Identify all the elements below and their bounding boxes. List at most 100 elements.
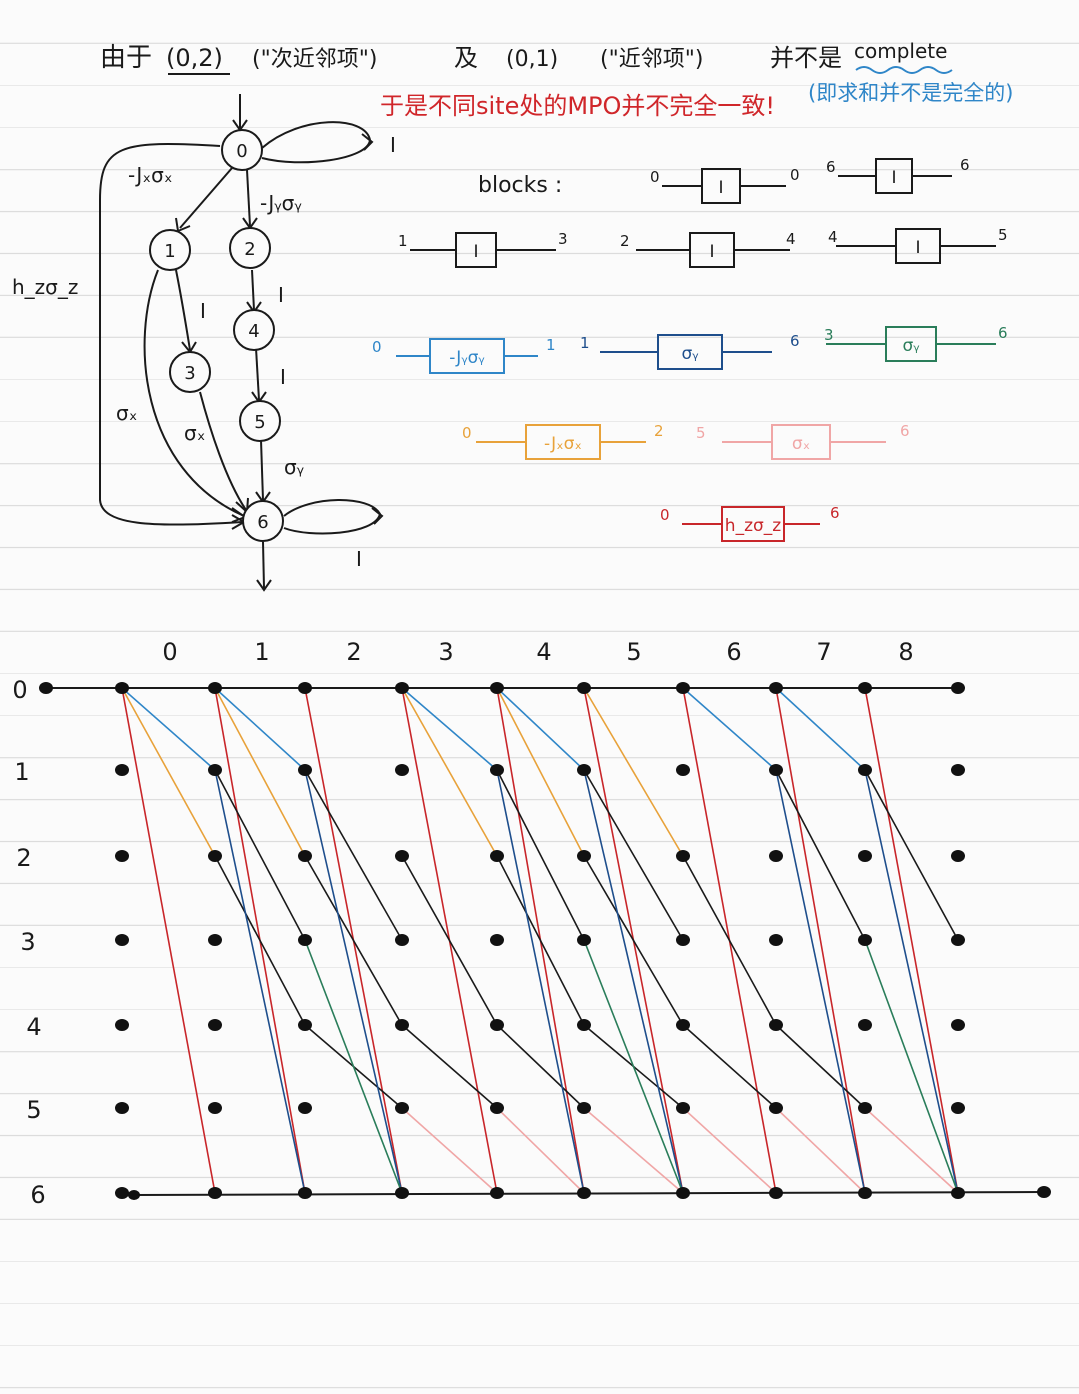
block-0: 0 I 0 xyxy=(650,166,800,204)
header-mid: 及 xyxy=(454,44,478,72)
block-operator-label: I xyxy=(718,178,723,198)
fsm-node-label-0: 0 xyxy=(236,141,247,162)
lattice-dot xyxy=(577,682,591,694)
block-2: 1 I 3 xyxy=(398,230,568,268)
lattice-dot xyxy=(395,764,409,776)
block-operator-label: I xyxy=(891,168,896,188)
label-loop-6: I xyxy=(356,547,362,571)
lattice-dot xyxy=(298,850,312,862)
lattice-dot xyxy=(951,1102,965,1114)
edge-black-4-5 xyxy=(401,1024,498,1109)
lattice-dot xyxy=(577,934,591,946)
edge-blue-0-1 xyxy=(214,687,306,771)
lattice-dot xyxy=(769,1187,783,1199)
block-5: 0 -Jᵧσᵧ 1 xyxy=(372,336,556,374)
edge-navy-1-6 xyxy=(583,769,684,1194)
lattice-dot xyxy=(951,1019,965,1031)
edge-black-1-3 xyxy=(583,769,684,941)
fsm-diagram xyxy=(99,94,384,592)
edge-blue-0-1 xyxy=(401,687,498,771)
block-left-index: 3 xyxy=(824,326,834,344)
fsm-node-2 xyxy=(229,227,271,269)
lattice-dot xyxy=(395,1019,409,1031)
block-left-index: 0 xyxy=(462,424,472,442)
label-edge-3-6: σₓ xyxy=(184,421,206,445)
fsm-edge-5-6 xyxy=(260,439,264,501)
row-label-2: 2 xyxy=(16,844,31,872)
block-4: 4 I 5 xyxy=(828,226,1008,264)
lattice-dot xyxy=(769,1102,783,1114)
label-edge-5-6: σᵧ xyxy=(284,455,305,479)
edge-green-3-6 xyxy=(583,939,684,1194)
header-pair2: (0,1) xyxy=(506,47,558,72)
lattice-dot xyxy=(395,850,409,862)
lattice-dot xyxy=(676,934,690,946)
fsm-edge-0-2 xyxy=(246,169,251,227)
lattice-dot xyxy=(676,850,690,862)
edge-red-0-6 xyxy=(121,687,216,1194)
fsm-edge-4-5 xyxy=(255,347,260,401)
lattice-dot xyxy=(395,1102,409,1114)
arrowhead xyxy=(371,507,384,525)
lattice-dot xyxy=(769,934,783,946)
lattice-dot xyxy=(858,934,872,946)
label-edge-1-3: I xyxy=(200,299,206,323)
fsm-node-label-4: 4 xyxy=(248,321,259,342)
label-edge-1-6: σₓ xyxy=(116,401,138,425)
lattice-dot xyxy=(298,934,312,946)
lattice-dot xyxy=(577,1102,591,1114)
lattice-dot xyxy=(951,934,965,946)
edge-black-1-3 xyxy=(496,769,585,941)
lattice-dot xyxy=(769,1019,783,1031)
edge-black-4-5 xyxy=(496,1024,585,1109)
lattice-dot xyxy=(298,1187,312,1199)
block-right-index: 4 xyxy=(786,230,796,248)
column-label-0: 0 xyxy=(162,638,177,666)
edge-black-1-3 xyxy=(864,769,959,941)
edge-blue-0-1 xyxy=(496,687,585,771)
block-right-index: 6 xyxy=(998,324,1008,342)
block-left-index: 5 xyxy=(696,424,706,442)
edge-black-1-3 xyxy=(775,769,866,941)
block-right-index: 3 xyxy=(558,230,568,248)
lattice-dot xyxy=(298,764,312,776)
fsm-node-4 xyxy=(233,309,275,351)
label-edge-0-1: -Jₓσₓ xyxy=(128,163,173,187)
edge-pink-5-6 xyxy=(864,1107,959,1194)
row-label-1: 1 xyxy=(14,758,29,786)
edge-navy-1-6 xyxy=(775,769,866,1194)
block-left-index: 2 xyxy=(620,232,630,250)
fsm-node-6 xyxy=(242,500,284,542)
edge-pink-5-6 xyxy=(682,1107,777,1194)
edge-orange-0-2 xyxy=(583,687,684,857)
column-label-5: 5 xyxy=(626,638,641,666)
block-operator-label: I xyxy=(709,242,714,262)
lattice-dot xyxy=(577,764,591,776)
label-loop-0: I xyxy=(390,133,396,157)
block-left-index: 0 xyxy=(660,506,670,524)
edge-black-2-4 xyxy=(682,855,777,1026)
block-10: 0 h_zσ_z 6 xyxy=(660,504,840,542)
lattice-dot-left-boundary xyxy=(39,682,53,694)
block-operator-label: σᵧ xyxy=(902,336,920,356)
arrowhead xyxy=(361,133,374,151)
lattice-dot xyxy=(208,1102,222,1114)
edge-orange-0-2 xyxy=(401,687,498,857)
row-label-0: 0 xyxy=(12,676,27,704)
lattice-dot-left-boundary xyxy=(128,1190,140,1200)
block-operator-label: I xyxy=(915,238,920,258)
lattice-dot-right-boundary xyxy=(1037,1186,1051,1198)
fsm-node-0 xyxy=(221,129,263,171)
fsm-loop-0 xyxy=(261,121,372,164)
edge-blue-0-1 xyxy=(121,687,216,771)
lattice-dot xyxy=(951,850,965,862)
block-right-index: 1 xyxy=(546,336,556,354)
lattice-dot xyxy=(208,682,222,694)
lattice-dot xyxy=(858,764,872,776)
fsm-loop-6 xyxy=(283,499,382,535)
block-operator-label: -Jᵧσᵧ xyxy=(449,348,485,368)
block-left-index: 1 xyxy=(580,334,590,352)
lattice-dot xyxy=(951,764,965,776)
lattice-dot xyxy=(676,1019,690,1031)
edge-black-1-3 xyxy=(304,769,403,941)
